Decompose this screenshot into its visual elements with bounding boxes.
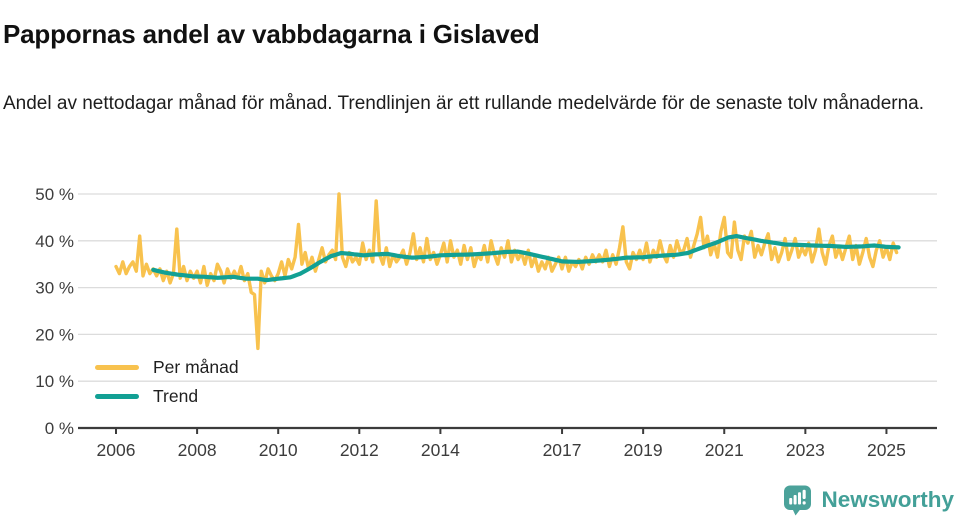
- y-axis-tick-label: 50 %: [35, 185, 74, 204]
- x-axis-tick-label: 2014: [421, 440, 460, 460]
- page-title: Pappornas andel av vabbdagarna i Gislave…: [3, 19, 540, 50]
- y-axis-tick-label: 40 %: [35, 232, 74, 251]
- x-axis-tick-label: 2010: [259, 440, 298, 460]
- series-line-per-manad: [114, 192, 899, 351]
- chart-legend: Per månad Trend: [95, 357, 239, 406]
- x-axis-tick-label: 2019: [624, 440, 663, 460]
- legend-label-per-manad: Per månad: [153, 356, 239, 377]
- x-axis-tick-label: 2006: [97, 440, 136, 460]
- y-axis-tick-label: 10 %: [35, 372, 74, 391]
- per-manad-line-swatch: [95, 364, 139, 370]
- x-axis-tick-label: 2017: [543, 440, 582, 460]
- trend-line-swatch: [95, 393, 139, 399]
- x-axis-tick-label: 2023: [786, 440, 825, 460]
- brand-name: Newsworthy: [821, 486, 954, 512]
- x-axis-tick-label: 2012: [340, 440, 379, 460]
- legend-item-per-manad: Per månad: [95, 357, 239, 377]
- legend-item-trend: Trend: [95, 386, 239, 406]
- x-axis-tick-label: 2021: [705, 440, 744, 460]
- legend-label-trend: Trend: [153, 385, 199, 406]
- speech-bubble-bar-chart-icon: [784, 485, 812, 516]
- newsworthy-logo: Newsworthy: [781, 483, 954, 516]
- chart-subtitle: Andel av nettodagar månad för månad. Tre…: [3, 93, 925, 114]
- x-axis-tick-label: 2008: [178, 440, 217, 460]
- y-axis-tick-label: 20 %: [35, 325, 74, 344]
- series-line-trend: [151, 234, 901, 283]
- y-axis-tick-label: 30 %: [35, 279, 74, 298]
- x-axis-tick-label: 2025: [867, 440, 906, 460]
- y-axis-tick-label: 0 %: [45, 419, 74, 438]
